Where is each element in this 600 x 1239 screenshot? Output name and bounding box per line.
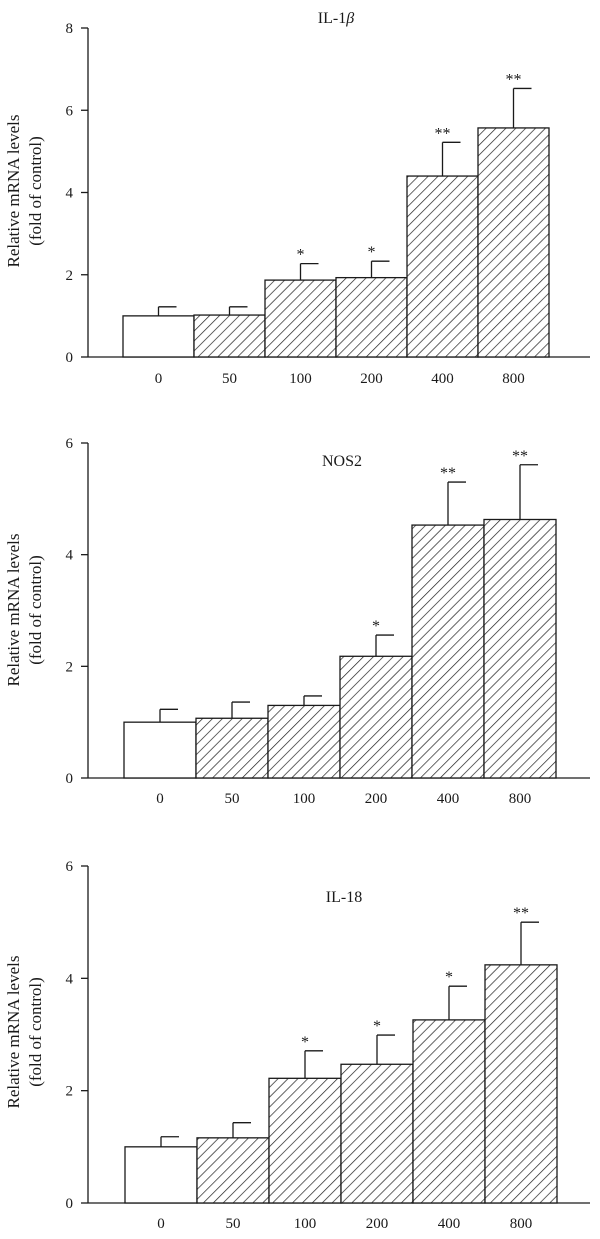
x-tick-label: 200 [365, 791, 388, 807]
significance-marker: * [372, 618, 380, 635]
bar [406, 175, 479, 358]
chart-panel-il1b: IL-1β Relative mRNA levels (fold of cont… [4, 10, 590, 387]
x-tick-label: 200 [366, 1216, 389, 1232]
y-tick-label: 6 [66, 103, 74, 119]
x-tick-label: 800 [509, 791, 532, 807]
y-tick-label: 2 [66, 1084, 74, 1100]
x-tick-label: 100 [294, 1216, 317, 1232]
chart-title: IL-18 [326, 889, 362, 906]
y-axis-label-line1: Relative mRNA levels [4, 956, 23, 1109]
plot-area: 0 2 4 6 0 50 * 100 * 200 * 400 ** 800 [66, 859, 590, 1232]
bar [193, 314, 266, 358]
x-tick-label: 100 [293, 791, 316, 807]
bar [264, 279, 337, 358]
x-tick-label: 50 [226, 1216, 241, 1232]
bar [339, 655, 413, 779]
x-tick-label: 50 [222, 371, 237, 387]
y-tick-label: 0 [66, 350, 74, 366]
y-tick-label: 6 [66, 436, 74, 452]
significance-marker: ** [440, 465, 456, 482]
bar [196, 1137, 270, 1204]
y-tick-label: 4 [66, 186, 74, 202]
y-axis-label-line2: (fold of control) [26, 977, 45, 1087]
bar [124, 1146, 198, 1204]
x-tick-label: 200 [360, 371, 383, 387]
y-axis-label-line1: Relative mRNA levels [4, 115, 23, 268]
y-tick-label: 4 [66, 548, 74, 564]
bar [477, 127, 550, 358]
bar [123, 721, 197, 779]
y-tick-label: 8 [66, 21, 74, 37]
y-axis-label-line2: (fold of control) [26, 136, 45, 246]
x-tick-label: 400 [438, 1216, 461, 1232]
significance-marker: * [445, 969, 453, 986]
chart-panel-nos2: NOS2 Relative mRNA levels (fold of contr… [4, 436, 590, 807]
y-tick-label: 6 [66, 859, 74, 875]
y-tick-label: 0 [66, 771, 74, 787]
significance-marker: ** [512, 448, 528, 465]
bar [412, 1019, 486, 1204]
bar [267, 704, 341, 779]
bar [411, 524, 485, 779]
x-tick-label: 100 [289, 371, 312, 387]
chart-title: NOS2 [322, 453, 362, 470]
chart-panel-il18: IL-18 Relative mRNA levels (fold of cont… [4, 859, 590, 1232]
x-tick-label: 0 [157, 1216, 165, 1232]
x-tick-label: 50 [225, 791, 240, 807]
y-tick-label: 2 [66, 659, 74, 675]
significance-marker: * [373, 1018, 381, 1035]
y-tick-label: 4 [66, 971, 74, 987]
x-tick-label: 400 [437, 791, 460, 807]
significance-marker: * [301, 1034, 309, 1051]
bar [268, 1077, 342, 1204]
x-tick-label: 0 [155, 371, 163, 387]
significance-marker: ** [435, 125, 451, 142]
y-tick-label: 2 [66, 268, 74, 284]
plot-area: 0 2 4 6 8 0 50 * 100 * 200 ** 400 ** 800 [66, 21, 590, 387]
y-tick-label: 0 [66, 1196, 74, 1212]
significance-marker: * [297, 247, 305, 264]
y-axis-label-line1: Relative mRNA levels [4, 534, 23, 687]
bar [122, 315, 195, 358]
significance-marker: ** [506, 71, 522, 88]
significance-marker: * [368, 244, 376, 261]
bar [195, 717, 269, 779]
y-axis-label-line2: (fold of control) [26, 555, 45, 665]
bar [335, 276, 408, 358]
bar [340, 1063, 414, 1204]
x-tick-label: 800 [510, 1216, 533, 1232]
bar [483, 518, 557, 779]
x-tick-label: 0 [156, 791, 164, 807]
x-tick-label: 400 [431, 371, 454, 387]
plot-area: 0 2 4 6 0 50 100 * 200 ** 400 ** 800 [66, 436, 590, 807]
bar [484, 964, 558, 1204]
chart-title: IL-1β [318, 10, 354, 27]
significance-marker: ** [513, 905, 529, 922]
x-tick-label: 800 [502, 371, 525, 387]
